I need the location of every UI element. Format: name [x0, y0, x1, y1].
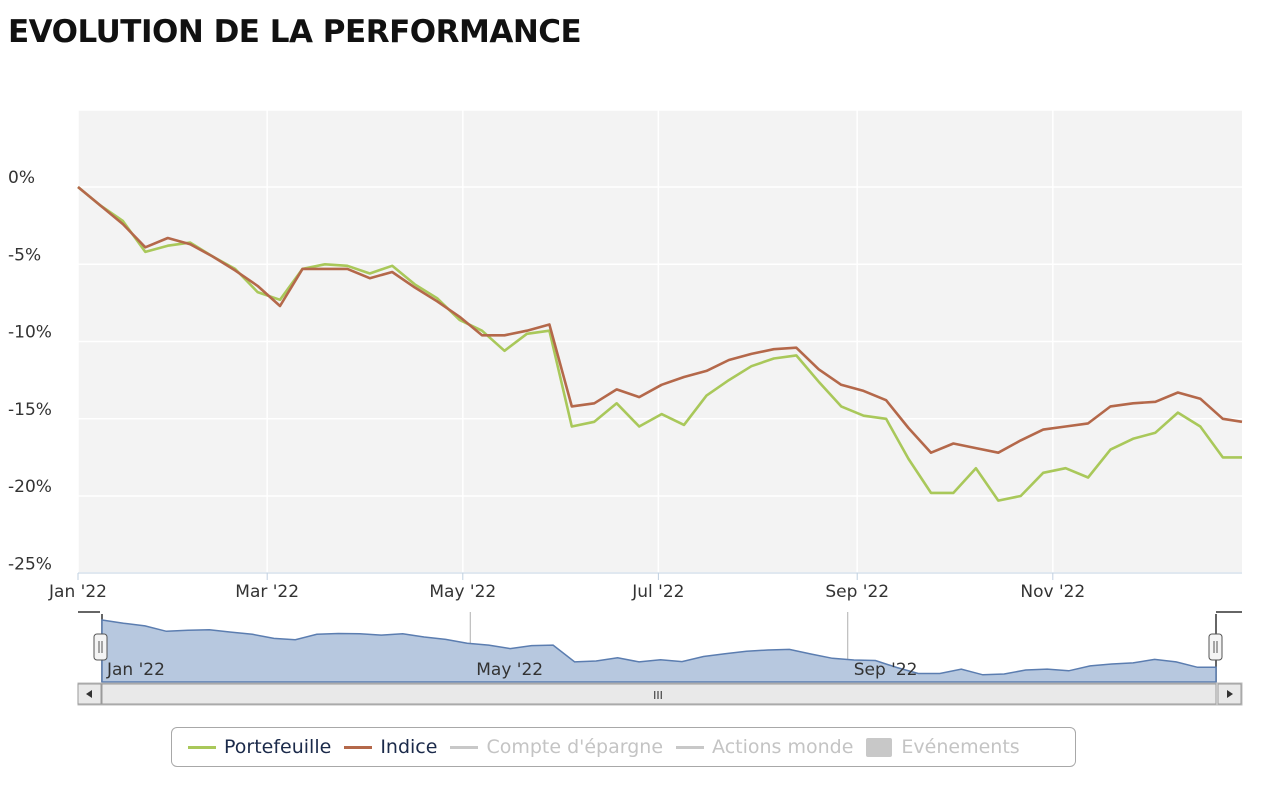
y-tick-label: -25% — [8, 554, 52, 574]
scroll-right-arrow-icon — [1227, 690, 1233, 698]
navigator[interactable]: Jan '22 May '22 Sep '22 — [78, 611, 1242, 683]
x-tick-label: Mar '22 — [235, 582, 299, 602]
scrollbar-grip: III — [653, 689, 663, 702]
series-line-indice — [77, 185, 1243, 454]
navigator-tick-label: Jan '22 — [106, 660, 165, 680]
x-tick-label: Jul '22 — [631, 582, 684, 602]
y-tick-label: -20% — [8, 477, 52, 497]
y-tick-label: 0% — [8, 168, 35, 188]
navigator-area — [101, 619, 1217, 683]
x-tick-label: Jan '22 — [48, 582, 107, 602]
indice-swatch-icon — [344, 745, 373, 749]
page-title: EVOLUTION DE LA PERFORMANCE — [8, 14, 582, 50]
performance-chart: 0% -5% -10% -15% -20% -25% Jan '22 Mar '22 May … — [8, 109, 1243, 706]
legend-label: Portefeuille — [224, 736, 332, 758]
legend-label: Compte d'épargne — [486, 736, 664, 758]
navigator-tick-label: Sep '22 — [854, 660, 918, 680]
legend-label: Indice — [380, 736, 438, 758]
scroll-left-arrow-icon — [86, 690, 92, 698]
chart-legend: Portefeuille Indice Compte d'épargne Act… — [171, 727, 1076, 767]
legend-item-indice[interactable]: Indice — [344, 736, 437, 758]
scroll-right-button[interactable] — [1217, 683, 1242, 705]
x-axis-ticks: Jan '22 Mar '22 May '22 Jul '22 Sep '22 Nov '… — [48, 573, 1085, 602]
scrollbar[interactable]: III — [77, 682, 1243, 706]
y-tick-label: -10% — [8, 323, 52, 343]
navigator-left-handle[interactable] — [93, 633, 108, 661]
x-tick-label: Sep '22 — [825, 582, 889, 602]
chart-series — [77, 185, 1243, 502]
navigator-tick-label: May '22 — [476, 660, 543, 680]
scrollbar-thumb[interactable] — [101, 683, 1217, 705]
navigator-ticks: Jan '22 May '22 Sep '22 — [106, 660, 917, 680]
scroll-left-button[interactable] — [77, 683, 102, 705]
portefeuille-swatch-icon — [188, 745, 216, 749]
evenements-box-icon — [866, 737, 893, 757]
legend-label: Actions monde — [712, 736, 854, 758]
y-axis-ticks: 0% -5% -10% -15% -20% -25% — [8, 168, 52, 574]
actions-monde-swatch-icon — [676, 745, 705, 749]
compte-epargne-swatch-icon — [450, 745, 479, 749]
legend-label: Evénements — [901, 736, 1020, 758]
x-tick-label: May '22 — [429, 582, 496, 602]
y-tick-label: -5% — [8, 245, 41, 265]
legend-item-compte-epargne[interactable]: Compte d'épargne — [450, 736, 663, 758]
x-tick-label: Nov '22 — [1020, 582, 1085, 602]
legend-item-portefeuille[interactable]: Portefeuille — [188, 736, 331, 758]
series-line-portefeuille — [77, 185, 1242, 502]
y-tick-label: -15% — [8, 400, 52, 420]
legend-item-actions-monde[interactable]: Actions monde — [676, 736, 853, 758]
legend-item-evenements[interactable]: Evénements — [866, 736, 1020, 758]
navigator-right-handle[interactable] — [1208, 633, 1223, 661]
